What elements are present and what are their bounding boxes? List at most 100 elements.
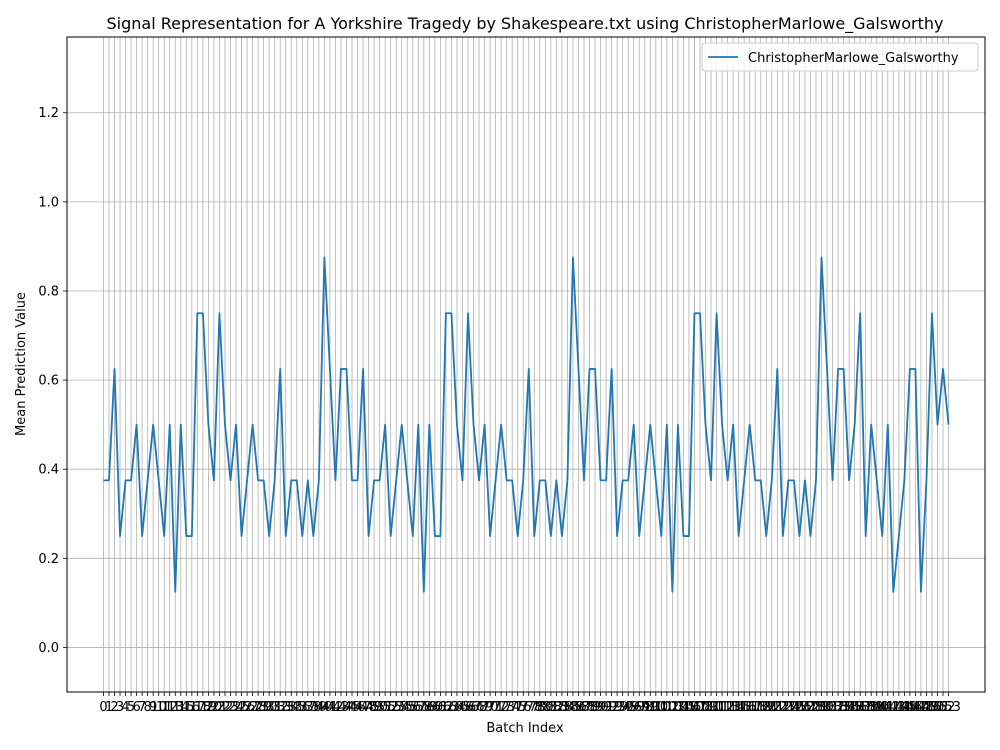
grid [67, 37, 985, 692]
x-tick-label: 72 [493, 700, 510, 715]
x-tick-label: 19 [200, 700, 217, 715]
x-tick-label: 2 [110, 700, 118, 715]
x-tick-label: 153 [936, 700, 961, 715]
x-tick-label: 151 [925, 700, 950, 715]
x-tick-label: 33 [277, 700, 294, 715]
x-tick-label: 78 [526, 700, 543, 715]
x-tick-label: 49 [366, 700, 383, 715]
x-tick-label: 93 [609, 700, 626, 715]
x-tick-label: 27 [244, 700, 261, 715]
x-tick-label: 146 [897, 700, 922, 715]
x-tick-label: 50 [371, 700, 388, 715]
x-tick-label: 99 [642, 700, 659, 715]
legend-series-label: ChristopherMarlowe_Galsworthy [748, 51, 959, 66]
x-tick-label: 148 [909, 700, 934, 715]
x-tick-label: 10 [150, 700, 167, 715]
x-tick-label: 115 [726, 700, 751, 715]
x-tick-label: 23 [222, 700, 239, 715]
x-tick-label: 53 [388, 700, 405, 715]
x-tick-label: 66 [460, 700, 477, 715]
chart-title: Signal Representation for A Yorkshire Tr… [106, 14, 943, 34]
x-tick-label: 71 [487, 700, 504, 715]
y-tick-label: 0.2 [38, 552, 59, 567]
x-tick-label: 29 [255, 700, 272, 715]
x-tick-label: 94 [614, 700, 631, 715]
x-tick-label: 14 [173, 700, 190, 715]
x-tick-label: 80 [537, 700, 554, 715]
x-tick-label: 26 [239, 700, 256, 715]
x-tick-label: 56 [404, 700, 421, 715]
x-tick-label: 139 [859, 700, 884, 715]
x-tick-label: 61 [432, 700, 449, 715]
x-tick-label: 35 [289, 700, 306, 715]
x-tick-label: 141 [870, 700, 895, 715]
x-tick-label: 17 [189, 700, 206, 715]
x-tick-label: 108 [688, 700, 713, 715]
series-layer [103, 256, 950, 593]
x-tick-label: 75 [509, 700, 526, 715]
x-tick-label: 150 [920, 700, 945, 715]
x-tick-label: 60 [427, 700, 444, 715]
x-tick-label: 63 [443, 700, 460, 715]
x-tick-label: 100 [643, 700, 668, 715]
x-tick-label: 74 [504, 700, 521, 715]
x-tick-label: 57 [410, 700, 427, 715]
x-tick-label: 28 [250, 700, 267, 715]
x-tick-label: 13 [167, 700, 184, 715]
x-tick-label: 140 [864, 700, 889, 715]
x-tick-label: 37 [300, 700, 317, 715]
x-tick-label: 107 [682, 700, 707, 715]
x-tick-label: 95 [620, 700, 637, 715]
x-tick-label: 79 [532, 700, 549, 715]
y-axis: 0.0 0.2 0.4 0.6 0.8 1.0 1.2 [38, 106, 67, 656]
x-tick-label: 48 [360, 700, 377, 715]
x-tick-label: 55 [399, 700, 416, 715]
legend: ChristopherMarlowe_Galsworthy [701, 42, 979, 72]
x-tick-label: 134 [831, 700, 856, 715]
x-tick-label: 91 [598, 700, 615, 715]
x-tick-label: 96 [625, 700, 642, 715]
x-tick-label: 83 [554, 700, 571, 715]
x-tick-label: 15 [178, 700, 195, 715]
x-tick-label: 3 [116, 700, 124, 715]
x-tick-label: 32 [272, 700, 289, 715]
y-tick-label: 1.2 [38, 106, 59, 121]
x-tick-label: 25 [233, 700, 250, 715]
series-line-christophermarlowe-galsworthy [103, 256, 950, 593]
x-tick-label: 47 [355, 700, 372, 715]
x-tick-label: 36 [294, 700, 311, 715]
x-tick-label: 34 [283, 700, 300, 715]
x-tick-label: 77 [520, 700, 537, 715]
y-tick-label: 0.6 [38, 374, 59, 389]
x-tick-label: 52 [382, 700, 399, 715]
x-tick-label: 41 [322, 700, 339, 715]
x-tick-label: 149 [914, 700, 939, 715]
y-tick-label: 0.8 [38, 284, 59, 299]
x-axis-label: Batch Index [486, 721, 564, 736]
x-tick-label: 0 [99, 700, 107, 715]
x-tick-label: 38 [305, 700, 322, 715]
x-axis: 0123456789101112131415161718192021222324… [99, 692, 961, 715]
x-tick-label: 89 [587, 700, 604, 715]
x-tick-label: 113 [715, 700, 740, 715]
x-tick-label: 5 [127, 700, 135, 715]
x-tick-label: 11 [156, 700, 173, 715]
x-tick-label: 112 [710, 700, 735, 715]
x-tick-label: 117 [737, 700, 762, 715]
x-tick-label: 109 [693, 700, 718, 715]
y-tick-label: 0.0 [38, 641, 59, 656]
x-tick-label: 129 [804, 700, 829, 715]
x-tick-label: 125 [781, 700, 806, 715]
x-tick-label: 133 [826, 700, 851, 715]
x-tick-label: 116 [732, 700, 757, 715]
x-tick-label: 45 [344, 700, 361, 715]
x-tick-label: 152 [931, 700, 956, 715]
x-tick-label: 97 [631, 700, 648, 715]
plot-frame [66, 36, 986, 693]
x-tick-label: 118 [743, 700, 768, 715]
x-tick-label: 121 [759, 700, 784, 715]
x-tick-label: 46 [349, 700, 366, 715]
x-tick-label: 135 [837, 700, 862, 715]
x-tick-label: 65 [454, 700, 471, 715]
x-tick-label: 105 [671, 700, 696, 715]
